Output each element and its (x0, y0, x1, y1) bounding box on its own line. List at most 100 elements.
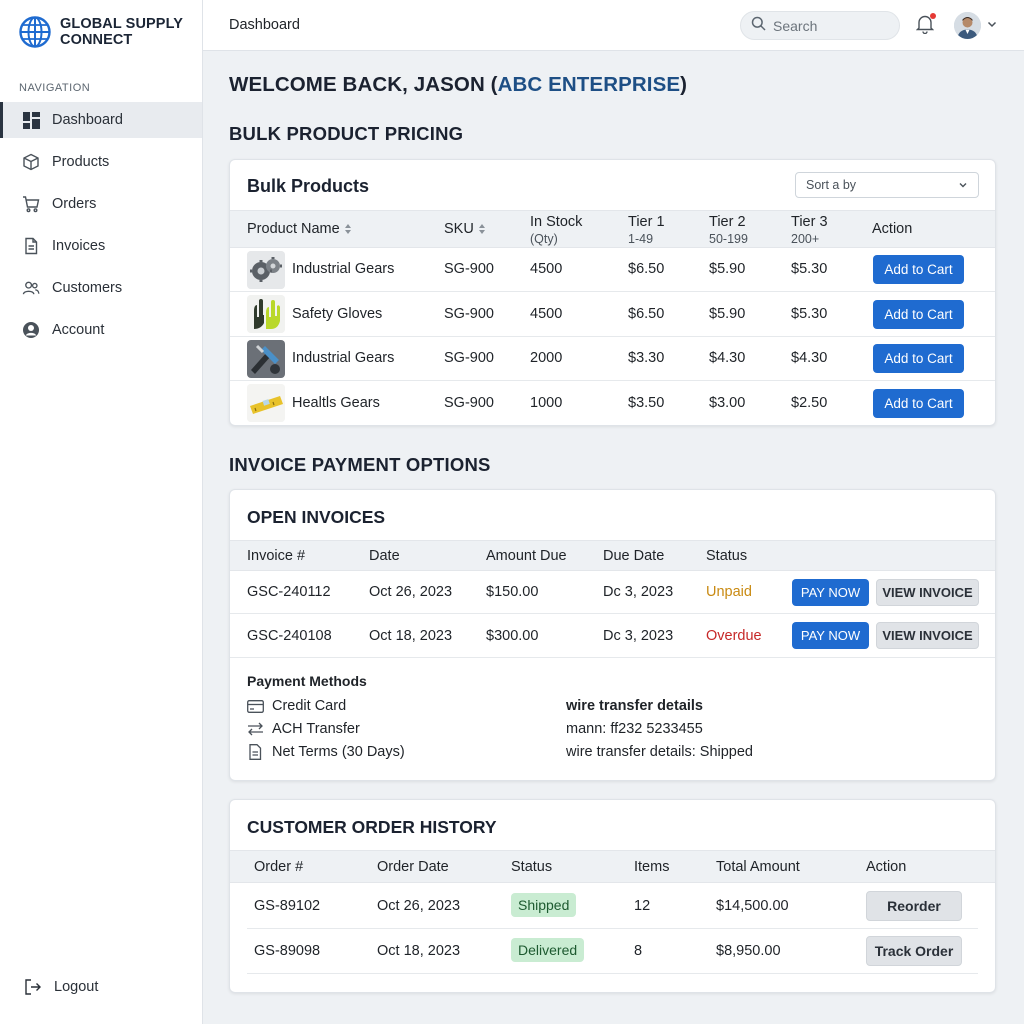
column-header-status: Status (511, 859, 553, 875)
payment-method-ach[interactable]: ACH Transfer (247, 721, 360, 737)
order-total: $14,500.00 (716, 898, 789, 914)
product-name: Safety Gloves (292, 306, 383, 322)
cart-icon (22, 195, 40, 213)
table-row: Industrial Gears SG-900 2000 $3.30 $4.30… (230, 337, 995, 381)
bulk-products-card: Bulk Products Sort a by Product Name SKU… (229, 159, 996, 426)
sidebar-item-account[interactable]: Account (0, 312, 202, 348)
view-invoice-button[interactable]: VIEW INVOICE (876, 579, 979, 606)
sort-icon (478, 224, 485, 235)
table-row: Safety Gloves SG-900 4500 $6.50 $5.90 $5… (230, 292, 995, 337)
tier1-price: $3.50 (628, 395, 665, 411)
column-header-invoice: Invoice # (247, 548, 306, 564)
invoice-date: Oct 18, 2023 (369, 628, 453, 644)
search-box[interactable] (740, 11, 900, 40)
status-badge: Overdue (706, 628, 762, 644)
order-date: Oct 26, 2023 (377, 898, 461, 914)
column-header-order: Order # (254, 859, 304, 875)
tier2-price: $4.30 (709, 350, 746, 366)
sidebar-item-dashboard[interactable]: Dashboard (0, 102, 202, 138)
logout-button[interactable]: Logout (24, 978, 98, 996)
wire-transfer-title: wire transfer details (566, 698, 703, 714)
column-header-due-date: Due Date (603, 548, 665, 564)
table-row: Industrial Gears SG-900 4500 $6.50 $5.90… (230, 248, 995, 292)
amount-due: $300.00 (486, 628, 539, 644)
column-header-sku[interactable]: SKU (444, 221, 486, 237)
column-header-tier2: Tier 2 50-199 (709, 214, 748, 246)
topbar: Dashboard (203, 0, 1024, 51)
table-row: GS-89098 Oct 18, 2023 Delivered 8 $8,950… (247, 929, 978, 974)
tier1-price: $6.50 (628, 261, 665, 277)
add-to-cart-button[interactable]: Add to Cart (873, 389, 964, 418)
box-icon (22, 153, 40, 171)
sidebar-item-products[interactable]: Products (0, 144, 202, 180)
tier2-price: $3.00 (709, 395, 746, 411)
sidebar-item-customers[interactable]: Customers (0, 270, 202, 306)
tier3-price: $5.30 (791, 306, 828, 322)
sidebar-item-label: Invoices (52, 238, 106, 254)
tier1-price: $3.30 (628, 350, 665, 366)
product-name: Industrial Gears (292, 350, 395, 366)
card-title: CUSTOMER ORDER HISTORY (247, 817, 497, 837)
payment-method-net-terms[interactable]: Net Terms (30 Days) (247, 744, 405, 760)
amount-due: $150.00 (486, 584, 539, 600)
column-header-product[interactable]: Product Name (247, 221, 352, 237)
add-to-cart-button[interactable]: Add to Cart (873, 255, 964, 284)
order-total: $8,950.00 (716, 943, 781, 959)
brand[interactable]: GLOBAL SUPPLY CONNECT (0, 0, 202, 64)
sidebar-item-orders[interactable]: Orders (0, 186, 202, 222)
tier3-price: $5.30 (791, 261, 828, 277)
due-date: Dc 3, 2023 (603, 584, 674, 600)
avatar[interactable] (954, 12, 981, 39)
table-header: Order # Order Date Status Items Total Am… (230, 850, 995, 883)
table-row: Healtls Gears SG-900 1000 $3.50 $3.00 $2… (230, 381, 995, 425)
tools-image (247, 340, 285, 378)
globe-icon (19, 16, 51, 48)
invoice-number: GSC-240112 (247, 584, 331, 600)
payment-methods-title: Payment Methods (247, 673, 367, 689)
sidebar-item-label: Customers (52, 280, 123, 296)
product-name: Healtls Gears (292, 395, 380, 411)
product-name: Industrial Gears (292, 261, 395, 277)
pay-now-button[interactable]: PAY NOW (792, 579, 869, 606)
order-date: Oct 18, 2023 (377, 943, 461, 959)
invoice-number: GSC-240108 (247, 628, 332, 644)
sidebar-item-label: Products (52, 154, 110, 170)
tier3-price: $4.30 (791, 350, 828, 366)
transfer-icon (248, 722, 263, 736)
payment-method-credit-card[interactable]: Credit Card (247, 698, 346, 714)
add-to-cart-button[interactable]: Add to Cart (873, 344, 964, 373)
table-header: Product Name SKU In Stock (Qty) Tier 1 1-4… (230, 210, 995, 248)
gloves-image (247, 295, 285, 333)
tier2-price: $5.90 (709, 306, 746, 322)
search-input[interactable] (773, 17, 883, 34)
view-invoice-button[interactable]: VIEW INVOICE (876, 622, 979, 649)
sku: SG-900 (444, 261, 494, 277)
nav-heading: NAVIGATION (19, 82, 91, 94)
add-to-cart-button[interactable]: Add to Cart (873, 300, 964, 329)
pay-now-button[interactable]: PAY NOW (792, 622, 869, 649)
reorder-button[interactable]: Reorder (866, 891, 962, 921)
level-image (247, 384, 285, 422)
chevron-down-icon (959, 183, 967, 188)
dashboard-icon (22, 111, 40, 129)
notification-button[interactable] (915, 13, 936, 36)
stock-qty: 2000 (530, 350, 563, 366)
order-items: 8 (634, 943, 643, 959)
column-header-stock: In Stock (Qty) (530, 214, 583, 246)
welcome-heading: WELCOME BACK, JASON (ABC ENTERPRISE) (229, 73, 688, 96)
table-row: GSC-240108 Oct 18, 2023 $300.00 Dc 3, 20… (230, 614, 995, 658)
tier3-price: $2.50 (791, 395, 828, 411)
status-badge: Shipped (511, 893, 577, 917)
sort-icon (344, 224, 351, 235)
column-header-status: Status (706, 548, 748, 564)
logout-icon (24, 978, 42, 996)
order-number: GS-89102 (254, 898, 321, 914)
order-items: 12 (634, 898, 651, 914)
chevron-down-icon[interactable] (986, 17, 998, 35)
sort-select[interactable]: Sort a by (795, 172, 979, 198)
track-order-button[interactable]: Track Order (866, 936, 962, 966)
table-row: GS-89102 Oct 26, 2023 Shipped 12 $14,500… (247, 883, 978, 929)
sidebar-item-invoices[interactable]: Invoices (0, 228, 202, 264)
sku: SG-900 (444, 350, 494, 366)
brand-name: GLOBAL SUPPLY CONNECT (60, 16, 183, 48)
